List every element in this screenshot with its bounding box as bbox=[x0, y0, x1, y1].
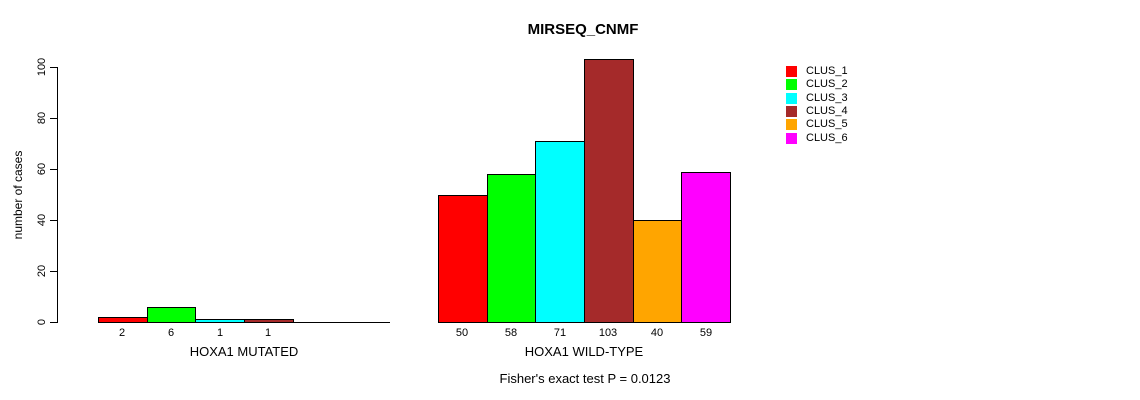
stat-test-annotation: Fisher's exact test P = 0.0123 bbox=[499, 371, 671, 386]
legend-label: CLUS_2 bbox=[806, 78, 848, 90]
y-tick-mark bbox=[50, 220, 57, 221]
bar-value-label: 1 bbox=[264, 327, 272, 339]
bar-clus_4 bbox=[244, 319, 294, 323]
legend-swatch bbox=[786, 79, 797, 90]
bar-value-label: 59 bbox=[699, 327, 713, 339]
y-tick-mark bbox=[50, 118, 57, 119]
y-tick-mark bbox=[50, 322, 57, 323]
y-tick-label: 80 bbox=[36, 111, 48, 125]
legend-swatch bbox=[786, 93, 797, 104]
y-axis-label: number of cases bbox=[11, 150, 25, 240]
y-tick-mark bbox=[50, 271, 57, 272]
bar-value-label: 50 bbox=[455, 327, 469, 339]
y-tick-label: 60 bbox=[36, 162, 48, 176]
bar-clus_1 bbox=[98, 317, 148, 323]
legend-label: CLUS_6 bbox=[806, 132, 848, 144]
legend-swatch bbox=[786, 119, 797, 130]
bar-clus_6 bbox=[681, 172, 731, 323]
y-tick-label: 20 bbox=[36, 264, 48, 278]
legend-label: CLUS_5 bbox=[806, 118, 848, 130]
bar-value-label: 1 bbox=[216, 327, 224, 339]
legend-label: CLUS_4 bbox=[806, 105, 848, 117]
y-tick-label: 100 bbox=[36, 57, 48, 77]
bar-clus_2 bbox=[487, 174, 536, 323]
legend-label: CLUS_1 bbox=[806, 65, 848, 77]
bar-clus_1 bbox=[438, 195, 488, 323]
legend-swatch bbox=[786, 133, 797, 144]
bar-clus_2 bbox=[147, 307, 196, 323]
bar-value-label: 71 bbox=[553, 327, 567, 339]
bar-value-label: 2 bbox=[118, 327, 126, 339]
legend-swatch bbox=[786, 66, 797, 77]
bar-clus_3 bbox=[195, 319, 245, 323]
y-axis-line bbox=[57, 67, 58, 323]
group-label: HOXA1 MUTATED bbox=[189, 344, 299, 359]
y-tick-label: 40 bbox=[36, 213, 48, 227]
bar-value-label: 103 bbox=[598, 327, 618, 339]
bar-clus_5 bbox=[633, 220, 682, 323]
chart-title: MIRSEQ_CNMF bbox=[527, 21, 639, 38]
legend-label: CLUS_3 bbox=[806, 92, 848, 104]
bar-clus_4 bbox=[584, 59, 634, 323]
bar-value-label: 6 bbox=[167, 327, 175, 339]
bar-clus_3 bbox=[535, 141, 585, 323]
group-label: HOXA1 WILD-TYPE bbox=[524, 344, 644, 359]
y-tick-mark bbox=[50, 67, 57, 68]
legend-swatch bbox=[786, 106, 797, 117]
bar-value-label: 58 bbox=[504, 327, 518, 339]
bar-value-label: 40 bbox=[650, 327, 664, 339]
y-tick-mark bbox=[50, 169, 57, 170]
y-tick-label: 0 bbox=[36, 318, 48, 326]
